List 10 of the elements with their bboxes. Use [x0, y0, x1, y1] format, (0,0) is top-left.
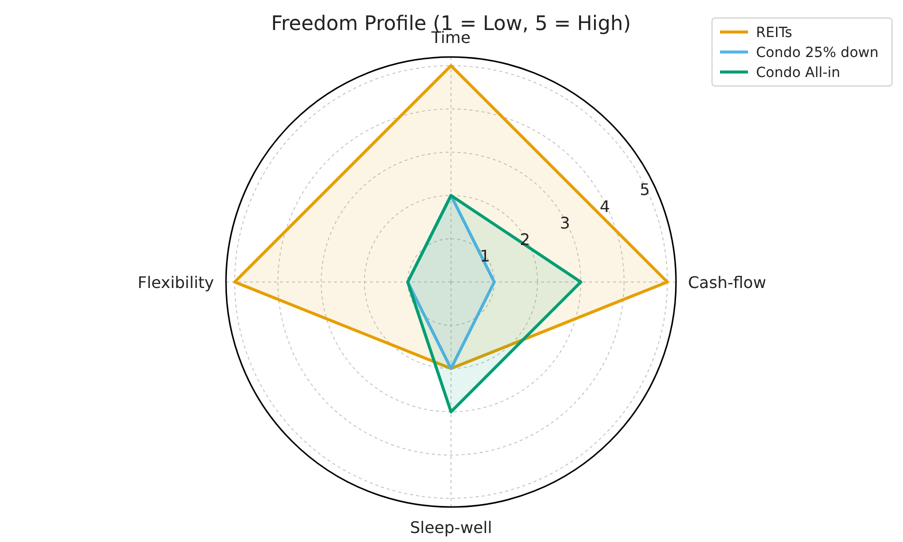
legend-label: Condo All-in — [756, 65, 840, 81]
spoke-label: Flexibility — [138, 273, 214, 292]
y-tick-label: 3 — [560, 213, 570, 232]
y-tick-label: 1 — [480, 246, 490, 266]
spoke-label: Cash-flow — [688, 273, 766, 292]
legend-label: REITs — [756, 25, 792, 41]
legend-label: Condo 25% down — [756, 45, 878, 61]
y-tick-label: 4 — [600, 196, 610, 216]
y-tick-label: 5 — [640, 180, 650, 200]
spoke-label: Sleep-well — [410, 518, 492, 537]
